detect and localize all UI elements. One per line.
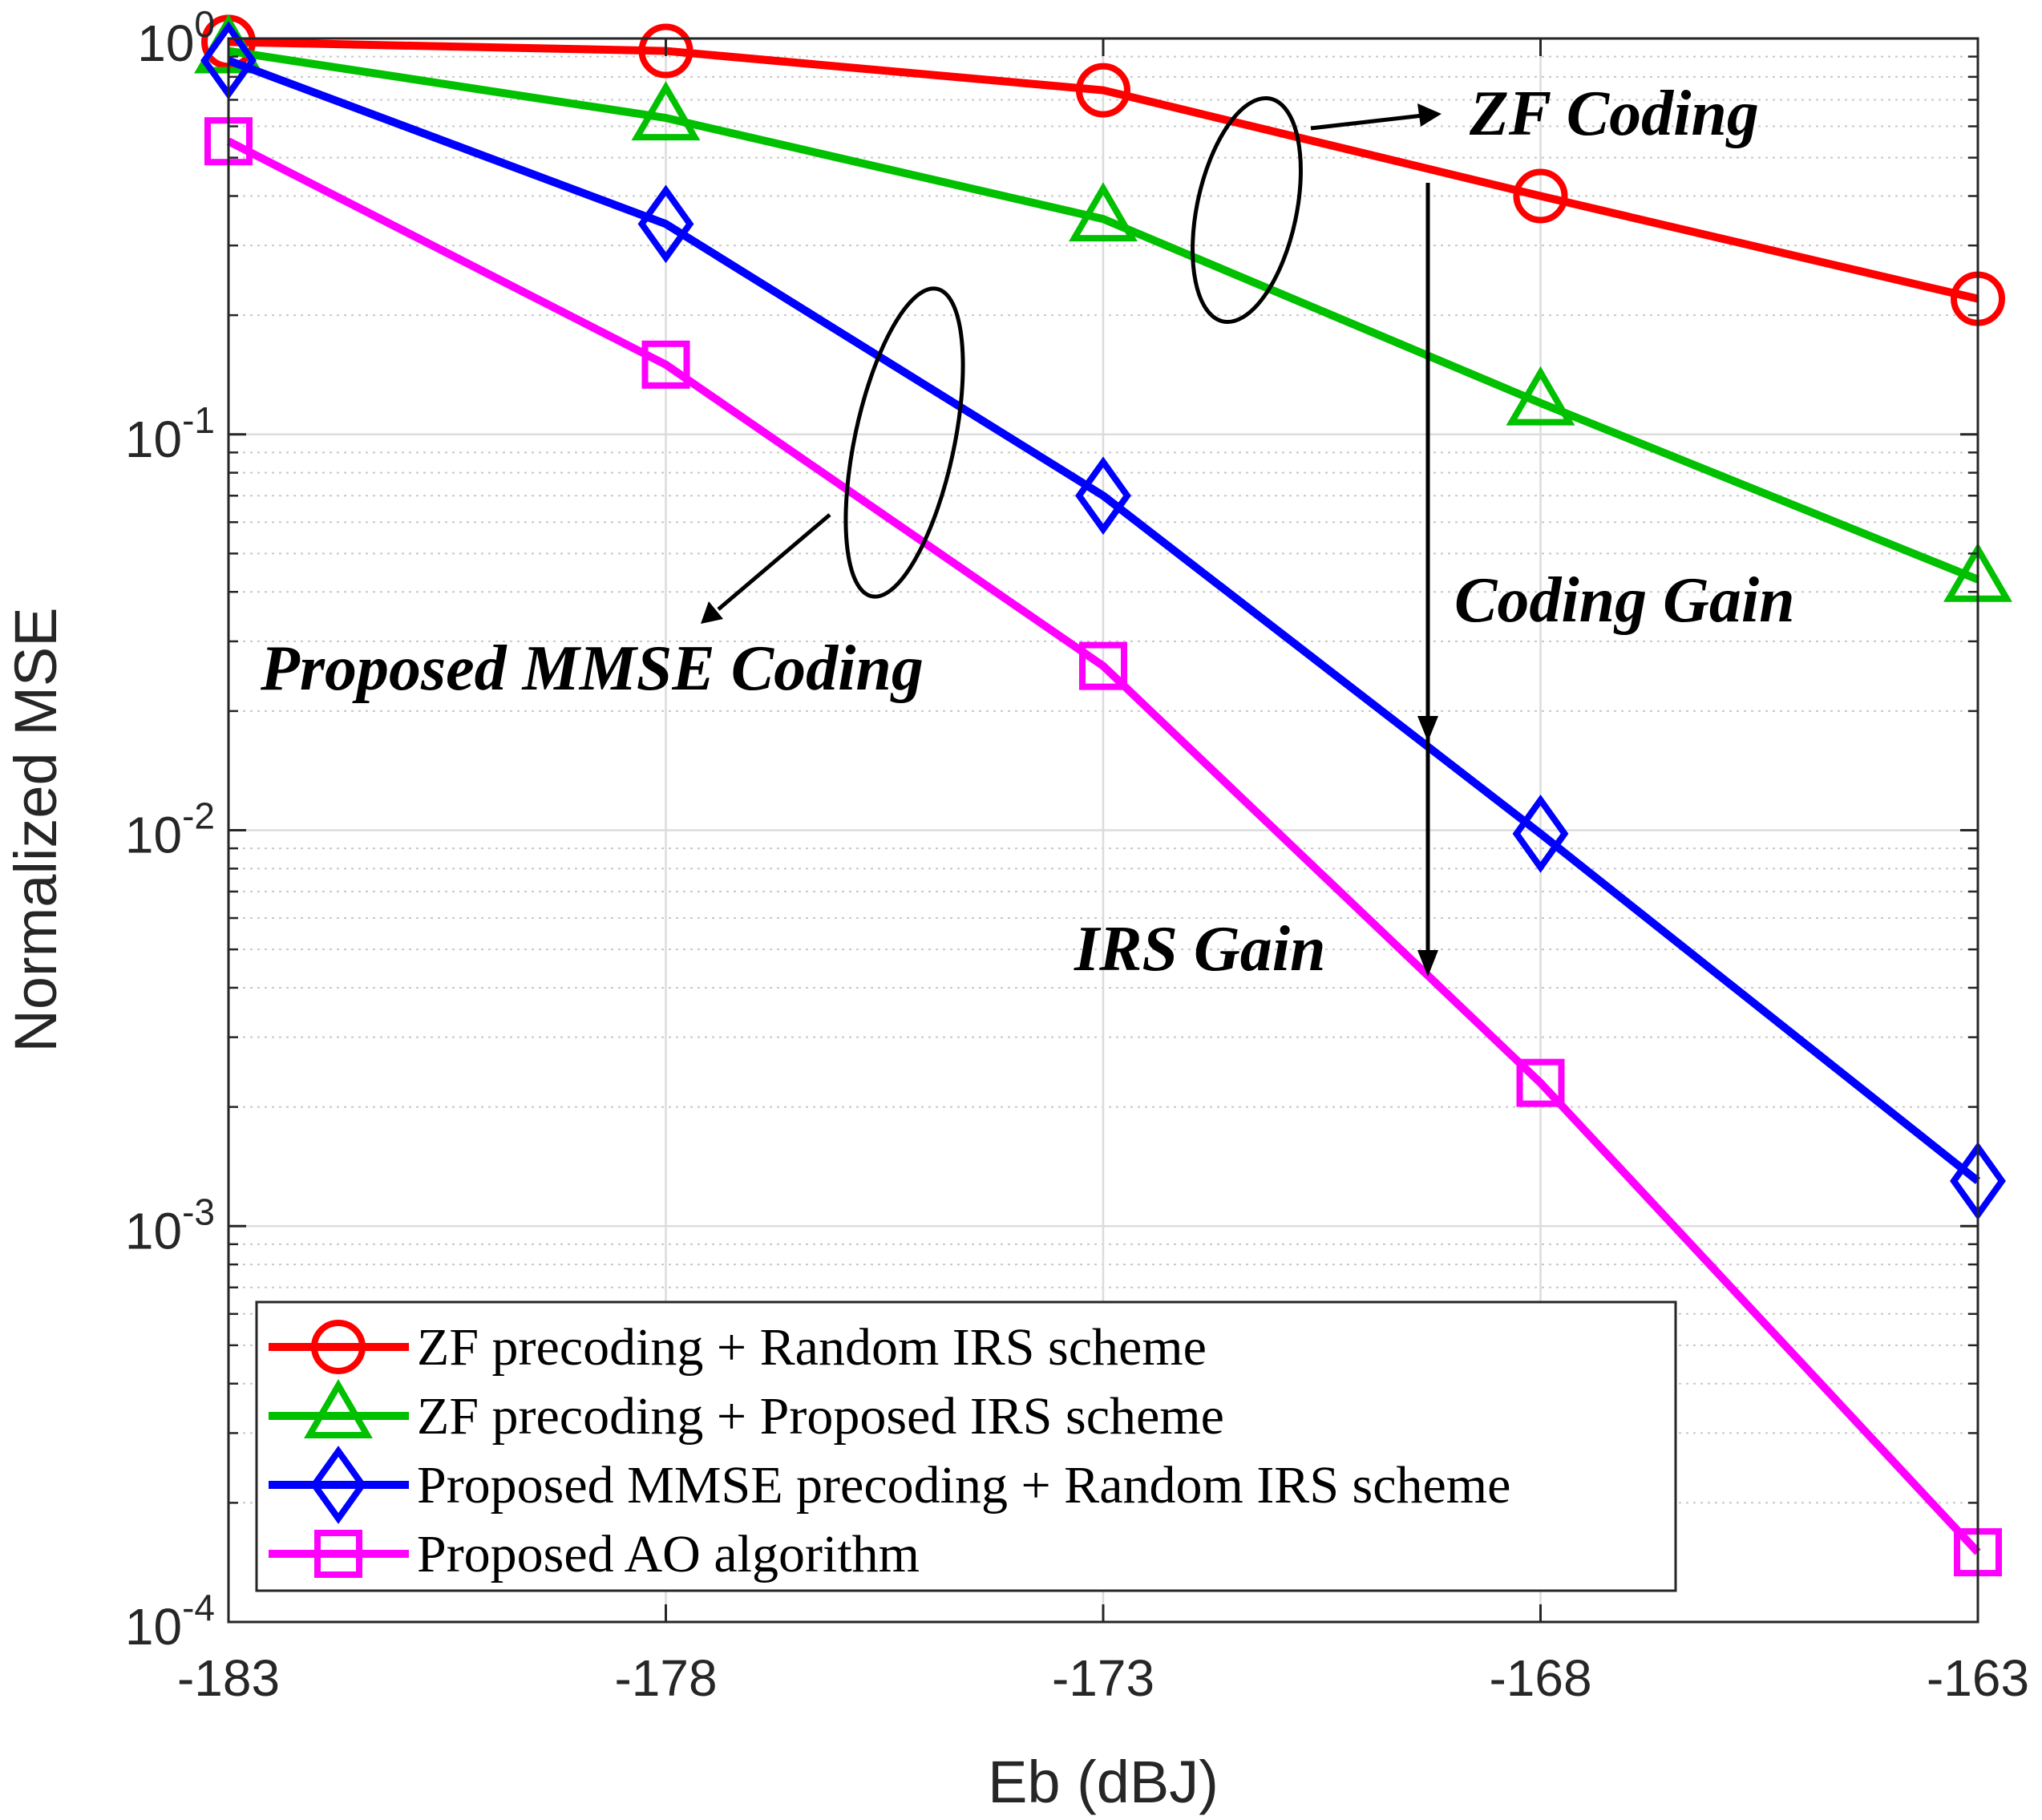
- zf-coding-label: ZF Coding: [1469, 79, 1759, 149]
- data-point-triangle: [1506, 366, 1575, 426]
- legend-marker-circle: [311, 1320, 366, 1374]
- data-point-diamond: [1075, 456, 1131, 536]
- mmse-coding-arrow-line: [717, 513, 831, 611]
- y-tick-label: 10-4: [125, 1587, 215, 1656]
- zf-coding-ellipse: [1191, 96, 1303, 324]
- coding-gain-label: Coding Gain: [1454, 565, 1795, 636]
- data-point-square: [641, 340, 690, 389]
- ticks: -183 -178 -173 -168 -163 100 10-1 10-2 10-3 10-4: [125, 3, 2029, 1707]
- data-point-square: [1079, 641, 1127, 690]
- mmse-coding-ellipse: [843, 286, 965, 599]
- data-point-circle: [1513, 168, 1568, 224]
- legend-entry: Proposed AO algorithm: [269, 1525, 920, 1583]
- legend-entry: ZF precoding + Proposed IRS scheme: [269, 1379, 1224, 1446]
- data-point-circle: [638, 23, 693, 79]
- y-tick-label: 10-1: [125, 399, 215, 468]
- irs-gain-arrow-head: [1417, 950, 1438, 977]
- coding-gain-arrow-head: [1417, 716, 1438, 742]
- legend-entry: ZF precoding + Random IRS scheme: [269, 1318, 1207, 1377]
- x-tick-label: -183: [177, 1649, 280, 1707]
- data-point-triangle: [1069, 182, 1138, 242]
- zf-coding-arrow-line: [1310, 113, 1424, 131]
- legend: ZF precoding + Random IRS scheme ZF preco…: [255, 1300, 1677, 1592]
- legend-label: ZF precoding + Random IRS scheme: [417, 1318, 1207, 1377]
- series-line: [227, 56, 1981, 1184]
- x-tick-label: -173: [1052, 1649, 1154, 1707]
- legend-label: Proposed MMSE precoding + Random IRS sch…: [417, 1456, 1510, 1515]
- annotations: ZF Coding Proposed MMSE Coding Coding Ga…: [260, 79, 1795, 985]
- irs-gain-label: IRS Gain: [1074, 914, 1325, 985]
- x-tick-label: -168: [1489, 1649, 1591, 1707]
- y-tick-label: 100: [137, 3, 215, 72]
- data-point-triangle: [631, 81, 701, 141]
- mmse-coding-arrow-head: [701, 601, 723, 624]
- zf-coding-arrow-head: [1417, 103, 1442, 127]
- x-tick-label: -163: [1927, 1649, 2029, 1707]
- proposed-mmse-coding-label: Proposed MMSE Coding: [260, 633, 924, 704]
- series-line: [228, 38, 1979, 303]
- legend-marker-square: [314, 1530, 362, 1578]
- x-tick-label: -178: [614, 1649, 717, 1707]
- y-axis-label: Normalized MSE: [2, 607, 69, 1052]
- series-line: [228, 47, 1979, 584]
- legend-label: ZF precoding + Proposed IRS scheme: [417, 1387, 1224, 1446]
- legend-marker-diamond: [310, 1446, 366, 1524]
- y-tick-label: 10-2: [125, 795, 215, 864]
- legend-box: [255, 1300, 1677, 1592]
- legend-marker-triangle: [304, 1379, 373, 1438]
- data-point-square: [1516, 1058, 1565, 1107]
- legend-entry: Proposed MMSE precoding + Random IRS sch…: [269, 1446, 1510, 1524]
- data-point-diamond: [637, 184, 694, 264]
- data-point-circle: [1076, 63, 1130, 118]
- legend-label: Proposed AO algorithm: [417, 1525, 920, 1583]
- series-line: [226, 137, 1981, 1555]
- x-axis-label: Eb (dBJ): [988, 1749, 1219, 1815]
- data-point-diamond: [1512, 794, 1569, 873]
- y-tick-label: 10-3: [125, 1191, 215, 1260]
- series-lines: [194, 14, 2012, 1577]
